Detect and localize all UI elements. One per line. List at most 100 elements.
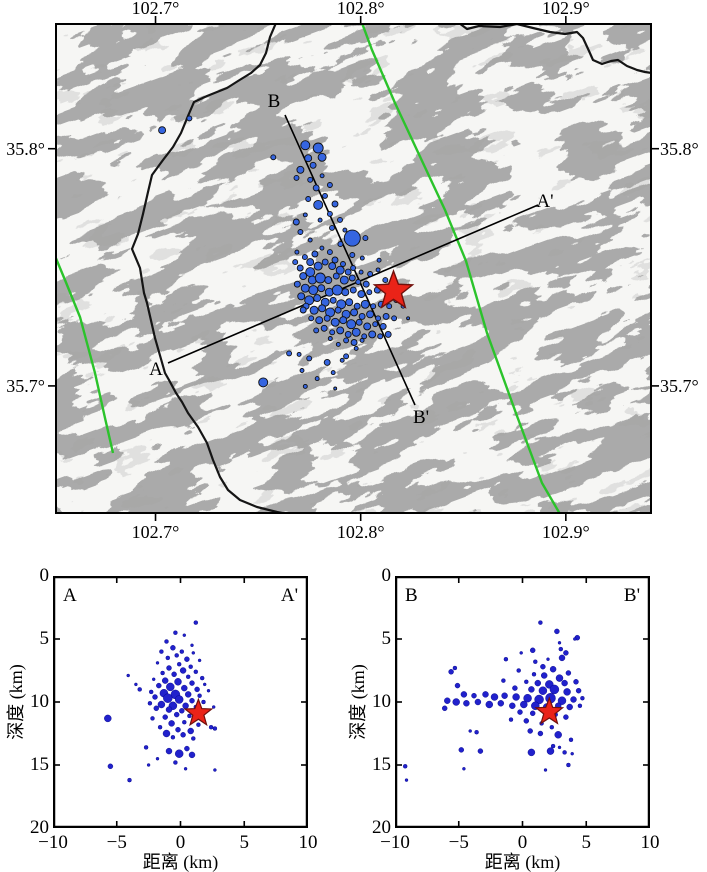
aftershock-epicenter-dot [296,351,302,357]
aftershock-epicenter-dot [339,357,345,363]
aftershock-depth-dot [523,693,532,703]
aftershock-depth-dot [543,768,548,772]
aftershock-depth-dot [173,630,178,635]
aftershock-epicenter-dot [329,224,335,231]
aftershock-depth-dot [546,747,555,755]
aftershock-depth-dot [165,747,173,755]
aftershock-depth-dot [524,679,529,685]
aftershock-epicenter-dot [375,267,381,273]
aftershock-depth-dot [538,620,543,625]
aftershock-depth-dot [166,665,172,671]
aftershock-epicenter-dot [335,265,345,275]
aftershock-depth-dot [549,684,560,695]
section-y-tick-label: 0 [381,565,392,586]
aftershock-epicenter-dot [304,154,313,163]
y-axis-title: 深度 (km) [348,664,368,740]
map-lon-tick-label: 102.7° [131,0,180,18]
aftershock-depth-dot [538,686,548,695]
aftershock-epicenter-dot [359,337,365,343]
aftershock-epicenter-dot [292,259,299,266]
aftershock-depth-dot [157,700,166,709]
aftershock-depth-dot [563,650,569,656]
aftershock-epicenter-dot [406,316,411,321]
aftershock-depth-dot [520,700,528,709]
aftershock-depth-dot [165,706,173,713]
aftershock-epicenter-dot [333,386,338,391]
aftershock-depth-dot [202,682,207,687]
aftershock-depth-dot [193,620,199,625]
aftershock-depth-dot [540,672,548,679]
aftershock-epicenter-dot [320,324,328,332]
aftershock-epicenter-dot [343,337,350,344]
aftershock-epicenter-dot [319,173,325,179]
aftershock-epicenter-dot [324,276,333,285]
aftershock-depth-dot [161,677,169,684]
aftershock-epicenter-dot [306,355,313,362]
aftershock-depth-dot [208,724,214,730]
aftershock-epicenter-dot [329,296,337,304]
aftershock-epicenter-dot [391,315,398,322]
aftershock-depth-dot [189,680,195,686]
aftershock-epicenter-dot [314,376,320,382]
profile-endpoint-label: B' [413,407,429,428]
aftershock-depth-dot [155,661,160,665]
aftershock-depth-dot [189,697,195,704]
aftershock-depth-dot [173,760,178,765]
aftershock-epicenter-dot [321,258,329,266]
profile-corner-label: A' [281,585,298,606]
aftershock-depth-dot [462,767,466,771]
map-lat-tick-label: 35.8° [6,138,45,159]
aftershock-depth-dot [529,647,536,654]
aftershock-epicenter-dot [377,333,384,340]
aftershock-depth-dot [143,745,149,750]
aftershock-depth-dot [519,651,523,655]
aftershock-depth-dot [174,695,184,704]
aftershock-depth-dot [468,729,472,733]
aftershock-depth-dot [187,727,194,735]
section-y-tick-label: 5 [39,628,50,649]
aftershock-epicenter-dot [299,272,308,281]
aftershock-epicenter-dot [307,237,313,243]
section-x-tick-label: −10 [38,832,68,853]
aftershock-epicenter-dot [376,257,382,263]
profile-corner-label: A [63,585,77,606]
aftershock-epicenter-dot [348,274,356,282]
aftershock-depth-dot [137,687,142,692]
aftershock-depth-dot [508,717,514,722]
aftershock-depth-dot [458,747,465,753]
aftershock-epicenter-dot [362,235,369,242]
aftershock-epicenter-dot [330,317,340,327]
aftershock-depth-dot [181,684,188,692]
terrain-hillshade [55,23,652,514]
aftershock-depth-dot [159,649,164,654]
aftershock-depth-dot [193,669,199,675]
aftershock-depth-dot [575,687,582,694]
aftershock-epicenter-dot [318,304,327,313]
aftershock-depth-dot [104,714,112,723]
aftershock-epicenter-dot [313,199,324,210]
aftershock-epicenter-dot [341,288,350,297]
aftershock-depth-dot [442,705,448,712]
profile-endpoint-label: A' [536,191,553,212]
section-x-tick-label: −10 [380,832,410,853]
aftershock-depth-dot [402,764,408,769]
profile-endpoint-label: A [149,359,163,380]
aftershock-depth-dot [546,657,550,661]
aftershock-depth-dot [561,679,568,687]
aftershock-epicenter-dot [361,333,368,340]
aftershock-depth-dot [146,763,151,767]
aftershock-epicenter-dot [379,322,387,330]
aftershock-depth-dot [127,777,132,783]
aftershock-depth-dot [448,669,454,675]
section-y-tick-label: 0 [39,565,50,586]
section-y-tick-label: 15 [30,754,49,775]
aftershock-epicenter-dot [386,303,393,310]
aftershock-epicenter-dot [350,308,359,317]
aftershock-depth-dot [155,756,160,761]
aftershock-epicenter-dot [334,306,342,314]
aftershock-depth-dot [454,682,461,689]
aftershock-depth-dot [471,692,477,699]
aftershock-depth-dot [191,736,196,741]
aftershock-depth-dot [184,745,190,752]
aftershock-epicenter-dot [384,330,392,338]
